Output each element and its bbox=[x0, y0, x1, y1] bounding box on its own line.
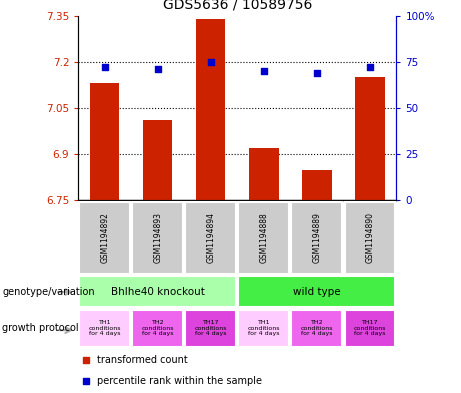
Bar bbox=[355, 77, 384, 200]
Text: GSM1194893: GSM1194893 bbox=[154, 212, 162, 263]
Text: GSM1194888: GSM1194888 bbox=[260, 212, 268, 263]
Text: TH17
conditions
for 4 days: TH17 conditions for 4 days bbox=[195, 320, 227, 336]
Bar bbox=[344, 310, 396, 347]
Bar bbox=[185, 202, 236, 274]
Text: genotype/variation: genotype/variation bbox=[2, 286, 95, 297]
Text: growth protocol: growth protocol bbox=[2, 323, 79, 333]
Point bbox=[101, 64, 109, 71]
Bar bbox=[238, 202, 290, 274]
Text: TH2
conditions
for 4 days: TH2 conditions for 4 days bbox=[301, 320, 333, 336]
Bar bbox=[196, 19, 225, 200]
Text: wild type: wild type bbox=[293, 287, 341, 297]
Text: TH1
conditions
for 4 days: TH1 conditions for 4 days bbox=[248, 320, 280, 336]
Text: transformed count: transformed count bbox=[97, 355, 188, 365]
Text: GSM1194889: GSM1194889 bbox=[313, 212, 321, 263]
Bar bbox=[238, 276, 396, 307]
Point bbox=[83, 377, 90, 384]
Point bbox=[83, 357, 90, 364]
Text: GSM1194892: GSM1194892 bbox=[100, 212, 109, 263]
Bar bbox=[132, 310, 183, 347]
Title: GDS5636 / 10589756: GDS5636 / 10589756 bbox=[163, 0, 312, 12]
Point bbox=[154, 66, 162, 72]
Bar bbox=[132, 202, 183, 274]
Text: TH17
conditions
for 4 days: TH17 conditions for 4 days bbox=[354, 320, 386, 336]
Text: TH2
conditions
for 4 days: TH2 conditions for 4 days bbox=[142, 320, 174, 336]
Text: GSM1194890: GSM1194890 bbox=[366, 212, 374, 263]
Text: TH1
conditions
for 4 days: TH1 conditions for 4 days bbox=[89, 320, 121, 336]
Bar bbox=[79, 310, 130, 347]
Bar bbox=[249, 148, 278, 200]
Bar bbox=[344, 202, 396, 274]
Text: GSM1194894: GSM1194894 bbox=[207, 212, 215, 263]
Point bbox=[260, 68, 267, 74]
Point bbox=[366, 64, 373, 71]
Bar bbox=[238, 310, 290, 347]
Bar bbox=[79, 202, 130, 274]
Text: Bhlhe40 knockout: Bhlhe40 knockout bbox=[111, 287, 205, 297]
Bar bbox=[291, 202, 343, 274]
Bar bbox=[143, 120, 172, 200]
Bar bbox=[90, 83, 119, 200]
Bar bbox=[291, 310, 343, 347]
Point bbox=[313, 70, 320, 76]
Bar bbox=[185, 310, 236, 347]
Point bbox=[207, 59, 214, 65]
Bar bbox=[79, 276, 236, 307]
Bar bbox=[302, 170, 331, 200]
Text: percentile rank within the sample: percentile rank within the sample bbox=[97, 376, 262, 386]
